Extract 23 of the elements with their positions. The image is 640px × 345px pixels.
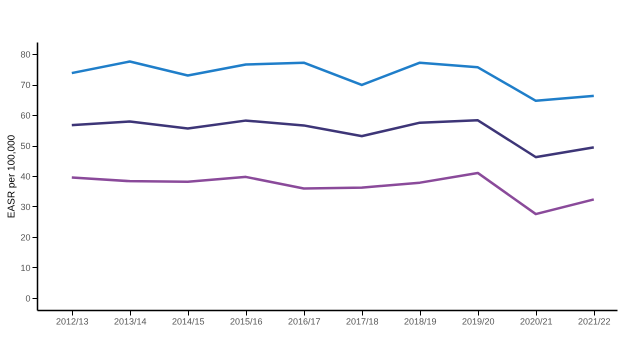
y-axis-title: EASR per 100,000 (6, 134, 18, 218)
x-tick-label: 2016/17 (288, 316, 321, 326)
y-tick-label: 30 (20, 202, 30, 212)
y-tick-label: 40 (20, 172, 30, 182)
line-series (70, 119, 596, 158)
x-tick-label: 2021/22 (578, 316, 611, 326)
y-tick-label: 20 (20, 232, 30, 242)
x-tick-label: 2012/13 (56, 316, 89, 326)
x-tick-label: 2019/20 (462, 316, 495, 326)
line-series (70, 172, 596, 216)
x-tick-label: 2015/16 (230, 316, 263, 326)
y-tick-label: 10 (20, 262, 30, 273)
x-tick-label: 2018/19 (404, 316, 437, 326)
x-tick-label: 2014/15 (172, 316, 205, 326)
line-series (70, 60, 596, 102)
x-tick-label: 2020/21 (520, 316, 553, 326)
x-tick-label: 2013/14 (114, 316, 147, 326)
x-tick-label: 2017/18 (346, 316, 379, 326)
y-tick-label: 0 (25, 293, 30, 304)
y-tick-label: 60 (20, 110, 30, 121)
y-tick-label: 50 (20, 141, 30, 152)
y-tick-label: 70 (20, 80, 30, 90)
y-tick-label: 80 (20, 50, 30, 60)
